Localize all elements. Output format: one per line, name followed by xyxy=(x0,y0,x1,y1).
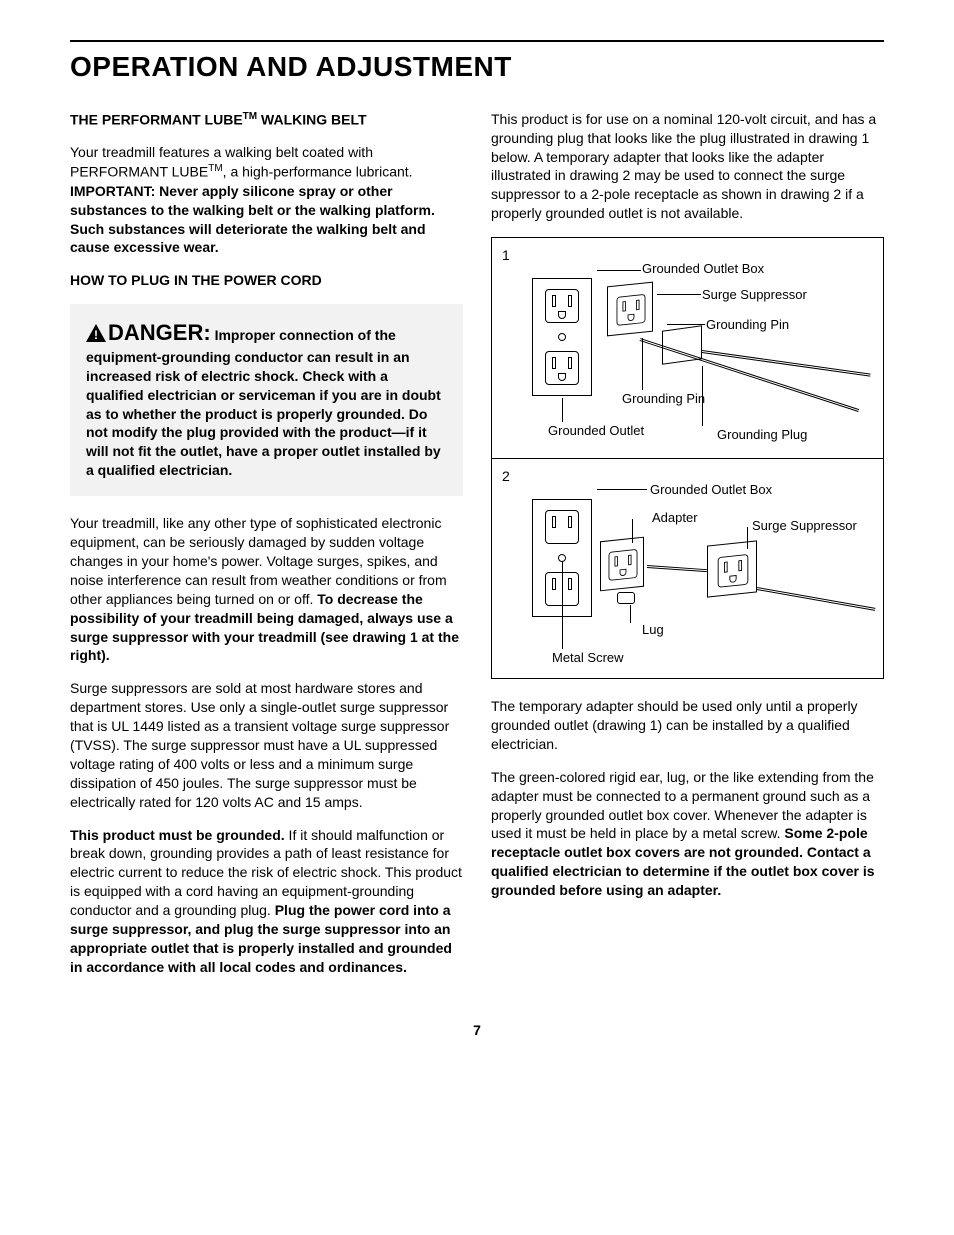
top-rule xyxy=(70,40,884,42)
body-text: , a high-performance lubricant. xyxy=(223,164,413,180)
diagram-number: 1 xyxy=(502,246,510,265)
cord-icon xyxy=(702,350,871,377)
diagram-label: Surge Suppressor xyxy=(702,286,807,304)
paragraph-grounding: This product must be grounded. If it sho… xyxy=(70,826,463,977)
wiring-diagram: 1 Grounded Outlet Box Surge xyxy=(491,237,884,679)
diagram-label: Lug xyxy=(642,621,664,639)
surge-suppressor-icon xyxy=(707,541,757,598)
outlet-plate-icon xyxy=(532,278,592,396)
diagram-number: 2 xyxy=(502,467,510,486)
paragraph-temp-adapter: The temporary adapter should be used onl… xyxy=(491,697,884,754)
diagram-label: Grounded Outlet xyxy=(548,422,644,440)
two-column-layout: THE PERFORMANT LUBETM WALKING BELT Your … xyxy=(70,110,884,991)
danger-content: ! DANGER: Improper connection of the equ… xyxy=(86,318,447,480)
diagram-label: Grounding Pin xyxy=(706,316,789,334)
subhead-text: WALKING BELT xyxy=(257,111,366,127)
diagram-label: Grounded Outlet Box xyxy=(642,260,764,278)
paragraph-circuit: This product is for use on a nominal 120… xyxy=(491,110,884,223)
cord-icon xyxy=(647,565,707,572)
diagram-panel-2: 2 Grounded Outle xyxy=(492,458,883,678)
surge-suppressor-icon xyxy=(607,282,653,337)
cord-icon xyxy=(757,587,876,611)
body-text-bold: IMPORTANT: Never apply silicone spray or… xyxy=(70,183,435,256)
paragraph-suppressor: Surge suppressors are sold at most hardw… xyxy=(70,679,463,811)
left-column: THE PERFORMANT LUBETM WALKING BELT Your … xyxy=(70,110,463,991)
subhead-text: THE PERFORMANT LUBE xyxy=(70,111,243,127)
diagram-label: Surge Suppressor xyxy=(752,517,857,535)
adapter-icon xyxy=(600,537,644,592)
subhead-power-cord: HOW TO PLUG IN THE POWER CORD xyxy=(70,271,463,290)
right-column: This product is for use on a nominal 120… xyxy=(491,110,884,991)
lug-icon xyxy=(617,592,635,604)
warning-icon: ! xyxy=(86,324,106,347)
danger-body: Improper connection of the equipment-gro… xyxy=(86,327,441,478)
trademark-icon: TM xyxy=(208,163,222,174)
svg-text:!: ! xyxy=(94,328,98,342)
paragraph-voltage: Your treadmill, like any other type of s… xyxy=(70,514,463,665)
danger-title: DANGER: xyxy=(108,320,211,345)
subhead-walking-belt: THE PERFORMANT LUBETM WALKING BELT xyxy=(70,110,463,130)
diagram-label: Grounding Plug xyxy=(717,426,807,444)
paragraph-lug: The green-colored rigid ear, lug, or the… xyxy=(491,768,884,900)
page-title: OPERATION AND ADJUSTMENT xyxy=(70,48,884,86)
diagram-label: Grounded Outlet Box xyxy=(650,481,772,499)
body-text-bold: This product must be grounded. xyxy=(70,827,285,843)
trademark-icon: TM xyxy=(243,111,257,122)
diagram-panel-1: 1 Grounded Outlet Box Surge xyxy=(492,238,883,458)
page-number: 7 xyxy=(70,1021,884,1040)
diagram-label: Adapter xyxy=(652,509,698,527)
danger-callout: ! DANGER: Improper connection of the equ… xyxy=(70,304,463,496)
diagram-label: Grounding Pin xyxy=(622,390,705,408)
diagram-label: Metal Screw xyxy=(552,649,624,667)
paragraph-lube: Your treadmill features a walking belt c… xyxy=(70,143,463,257)
